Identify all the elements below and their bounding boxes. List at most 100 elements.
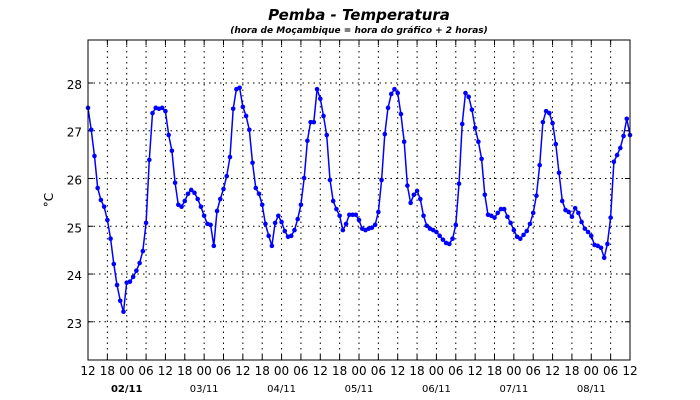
data-point [288, 233, 294, 239]
data-point [317, 96, 323, 102]
data-point [492, 215, 497, 220]
data-point [572, 205, 578, 211]
data-point [324, 132, 330, 138]
data-point [240, 104, 246, 110]
x-tick-label: 06 [526, 364, 541, 378]
data-point [495, 210, 501, 216]
data-point [276, 213, 281, 219]
data-point [550, 120, 555, 126]
data-point [411, 192, 417, 198]
y-tick-label: 23 [67, 317, 82, 331]
y-tick-label: 25 [67, 221, 82, 235]
data-point [95, 185, 100, 191]
data-point [372, 222, 378, 228]
data-point [566, 209, 572, 215]
data-point [582, 226, 588, 231]
data-point [408, 200, 413, 206]
data-point [540, 119, 546, 125]
y-tick-label: 28 [67, 78, 82, 92]
data-point [321, 113, 326, 119]
data-point [169, 148, 175, 154]
x-tick-label: 18 [332, 364, 347, 378]
y-tick-label: 24 [67, 269, 82, 283]
x-tick-label: 12 [390, 364, 405, 378]
x-tick-label: 12 [622, 364, 637, 378]
data-point [524, 228, 530, 234]
x-tick-label: 00 [351, 364, 366, 378]
date-labels: 02/11 03/11 04/11 05/11 06/11 07/11 08/11 [111, 384, 606, 395]
data-point [279, 219, 284, 225]
data-point [105, 217, 110, 223]
data-point [305, 138, 310, 144]
data-point [521, 232, 526, 238]
plot-frame [87, 39, 631, 361]
x-tick-label: 06 [448, 364, 463, 378]
data-point [166, 132, 171, 138]
data-point [182, 198, 188, 204]
x-tick-label: 06 [371, 364, 386, 378]
data-point [92, 153, 97, 159]
data-point [605, 241, 610, 247]
data-point [98, 197, 104, 203]
data-point [134, 268, 139, 273]
date-label: 06/11 [422, 384, 451, 395]
date-label: 03/11 [190, 384, 219, 395]
data-point [208, 222, 213, 228]
data-point [185, 191, 191, 197]
data-point [498, 206, 504, 212]
x-tick-label: 18 [487, 364, 502, 378]
data-point [401, 139, 407, 145]
data-point [369, 225, 375, 231]
data-point [347, 212, 352, 218]
data-point [463, 90, 468, 96]
x-tick-label: 18 [177, 364, 192, 378]
data-point [447, 241, 452, 247]
data-point [308, 119, 313, 125]
data-point [217, 196, 223, 202]
x-tick-label: 12 [545, 364, 560, 378]
data-point [482, 192, 488, 198]
date-label: 04/11 [267, 384, 296, 395]
data-point [250, 160, 255, 166]
data-point [282, 228, 288, 234]
data-point [456, 181, 462, 187]
data-point [434, 229, 439, 235]
data-point [350, 212, 355, 218]
data-point [343, 221, 349, 227]
data-point [143, 220, 149, 226]
data-point [295, 216, 301, 222]
data-point [192, 190, 197, 196]
data-point [163, 108, 168, 114]
data-point [382, 131, 388, 137]
data-point [146, 157, 152, 163]
x-tick-label: 06 [293, 364, 308, 378]
data-point [114, 282, 120, 288]
data-point [469, 107, 475, 113]
data-point [221, 186, 226, 192]
data-point [547, 110, 552, 116]
data-point [588, 233, 594, 239]
y-ticks: 23 24 25 26 27 28 [67, 78, 630, 331]
data-point [530, 210, 536, 216]
data-point [188, 187, 194, 193]
data-point [559, 198, 565, 204]
data-point [334, 206, 339, 212]
data-point [414, 188, 420, 194]
data-point [598, 245, 604, 251]
data-point [556, 170, 562, 176]
data-point [259, 202, 265, 208]
data-point [585, 229, 591, 235]
x-tick-label: 00 [119, 364, 134, 378]
date-label: 07/11 [499, 384, 528, 395]
data-point [253, 185, 259, 191]
grid [88, 40, 630, 360]
data-point [405, 183, 410, 188]
x-tick-label: 12 [235, 364, 250, 378]
x-tick-label: 18 [255, 364, 270, 378]
data-point [527, 221, 533, 227]
data-point [398, 111, 404, 117]
x-tick-label: 06 [603, 364, 618, 378]
data-point [379, 177, 384, 183]
data-point [214, 208, 220, 214]
data-point [337, 213, 342, 219]
